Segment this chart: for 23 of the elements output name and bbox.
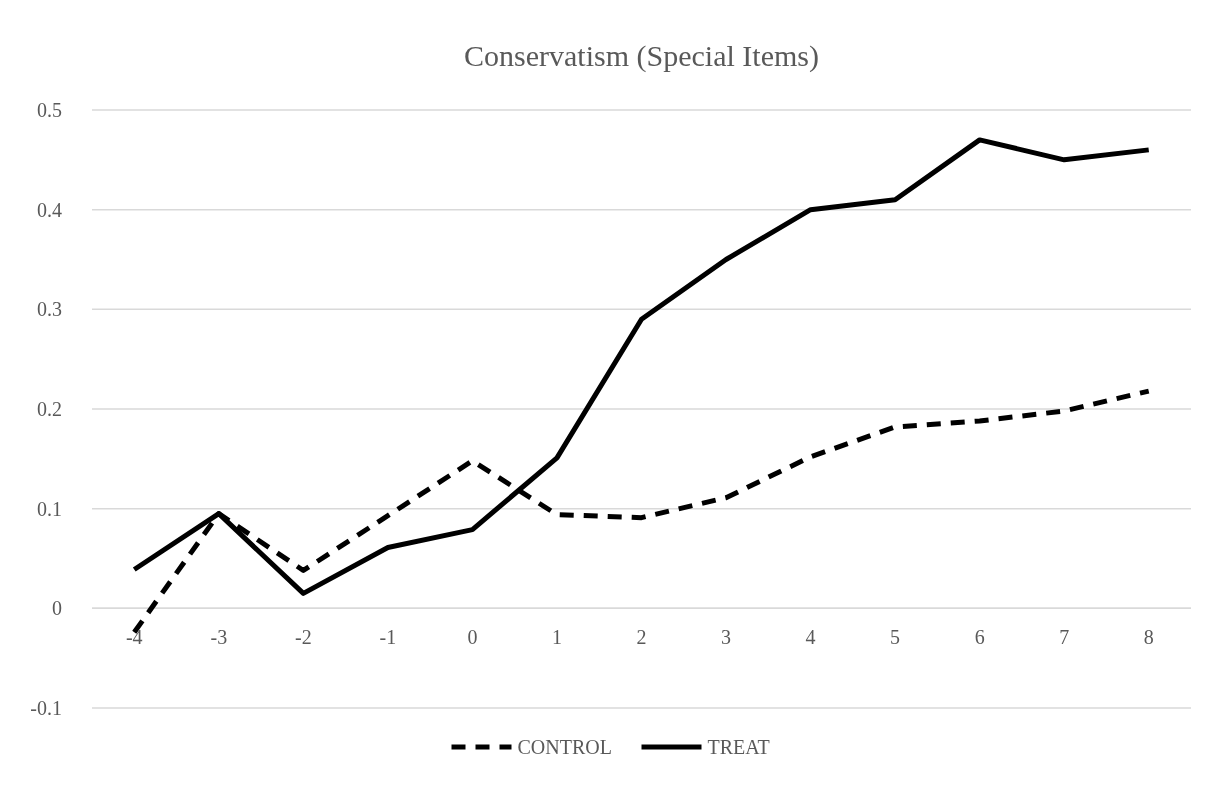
y-tick-label: 0.5	[37, 99, 62, 121]
y-tick-label: 0.2	[37, 398, 62, 420]
x-tick-label: -2	[295, 626, 312, 649]
x-tick-label: 6	[974, 626, 985, 649]
y-tick-label: 0.1	[37, 497, 62, 520]
y-tick-label: 0	[52, 597, 62, 620]
y-tick-label: 0.3	[37, 298, 62, 321]
legend-label: CONTROL	[517, 736, 612, 758]
y-tick-label: 0.4	[37, 198, 62, 221]
x-tick-label: 0	[467, 626, 478, 649]
x-tick-label: 1	[551, 626, 562, 649]
x-tick-label: -1	[379, 626, 397, 649]
x-tick-label: 3	[721, 626, 732, 649]
x-tick-label: 8	[1143, 626, 1154, 649]
x-tick-label: 7	[1059, 626, 1070, 649]
x-tick-label: -3	[210, 626, 228, 649]
y-tick-label: -0.1	[30, 697, 62, 719]
x-tick-label: -4	[125, 626, 143, 649]
legend-label: TREAT	[707, 736, 770, 758]
chart-title: Conservatism (Special Items)	[464, 39, 819, 73]
x-tick-label: 4	[805, 626, 816, 649]
x-tick-label: 5	[890, 626, 901, 649]
x-tick-label: 2	[636, 626, 647, 649]
